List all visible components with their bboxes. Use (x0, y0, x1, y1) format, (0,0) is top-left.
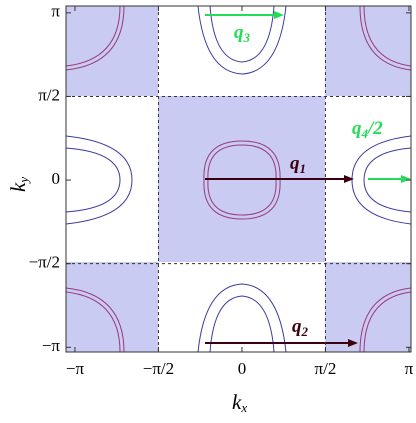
frame (65, 5, 412, 353)
fermi-contours (65, 5, 412, 353)
x-tick-label: π (405, 359, 414, 378)
x-axis-label: kx (232, 390, 247, 415)
annotation-sub: 4 (361, 126, 369, 141)
annotation: q2 (292, 316, 309, 339)
y-axis-label-main: k (6, 182, 30, 192)
annotation-sub: 1 (300, 161, 307, 176)
y-tick-label: −π/2 (29, 253, 60, 272)
annotation: q4/2 (352, 118, 383, 141)
y-tick-label: −π (42, 336, 61, 355)
x-axis-label-sub: x (240, 400, 247, 415)
annotation: q3 (234, 22, 251, 45)
y-axis-label-sub: y (16, 177, 31, 185)
annotation: q1 (290, 153, 306, 176)
annotation-main: q (290, 153, 300, 174)
annotation-main: q (292, 316, 302, 337)
y-tick-label: π (51, 2, 60, 21)
y-tick-label: 0 (52, 169, 61, 188)
annotation-sub: 3 (243, 30, 251, 45)
annotation-main: q (234, 22, 244, 43)
y-tick-label: π/2 (38, 85, 60, 104)
annotation-suffix: /2 (366, 118, 383, 139)
x-tick-label: −π (66, 359, 85, 378)
x-tick-label: 0 (238, 359, 247, 378)
x-tick-label: −π/2 (143, 359, 174, 378)
annotation-sub: 2 (301, 324, 309, 339)
x-axis-label-main: k (232, 390, 242, 414)
annotation-main: q (352, 118, 362, 139)
y-axis-label: ky (6, 177, 31, 192)
x-tick-label: π/2 (315, 359, 337, 378)
